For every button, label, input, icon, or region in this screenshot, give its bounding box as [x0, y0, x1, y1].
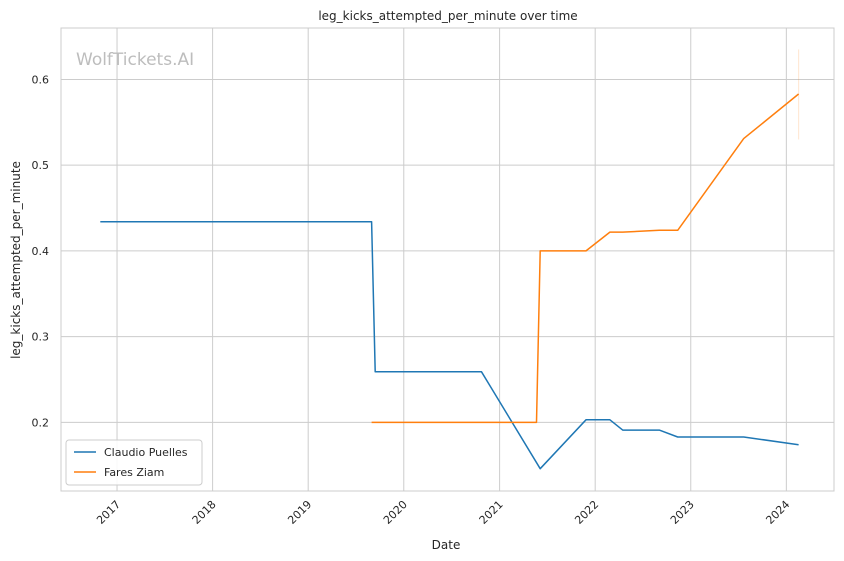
watermark: WolfTickets.AI	[76, 50, 194, 70]
y-tick-label: 0.2	[32, 416, 50, 429]
y-axis-ticks: 0.2 0.3 0.4 0.5 0.6	[32, 73, 50, 429]
y-axis-label: leg_kicks_attempted_per_minute	[9, 161, 23, 359]
series-line-claudio-puelles	[100, 221, 799, 470]
chart-title: leg_kicks_attempted_per_minute over time	[318, 9, 577, 23]
y-tick-label: 0.5	[32, 159, 50, 172]
y-tick-label: 0.6	[32, 73, 50, 86]
legend: Claudio Puelles Fares Ziam	[65, 439, 203, 486]
legend-label: Fares Ziam	[104, 466, 164, 479]
x-axis-label: Date	[432, 538, 461, 552]
legend-box	[65, 439, 203, 486]
grid	[61, 28, 834, 491]
plot-area: WolfTickets.AI	[60, 27, 835, 492]
y-tick-label: 0.3	[32, 331, 50, 344]
legend-label: Claudio Puelles	[104, 446, 188, 459]
plot-background	[60, 27, 835, 492]
series-line-fares-ziam	[371, 93, 800, 424]
y-tick-label: 0.4	[32, 245, 50, 258]
series-layer	[100, 93, 800, 470]
